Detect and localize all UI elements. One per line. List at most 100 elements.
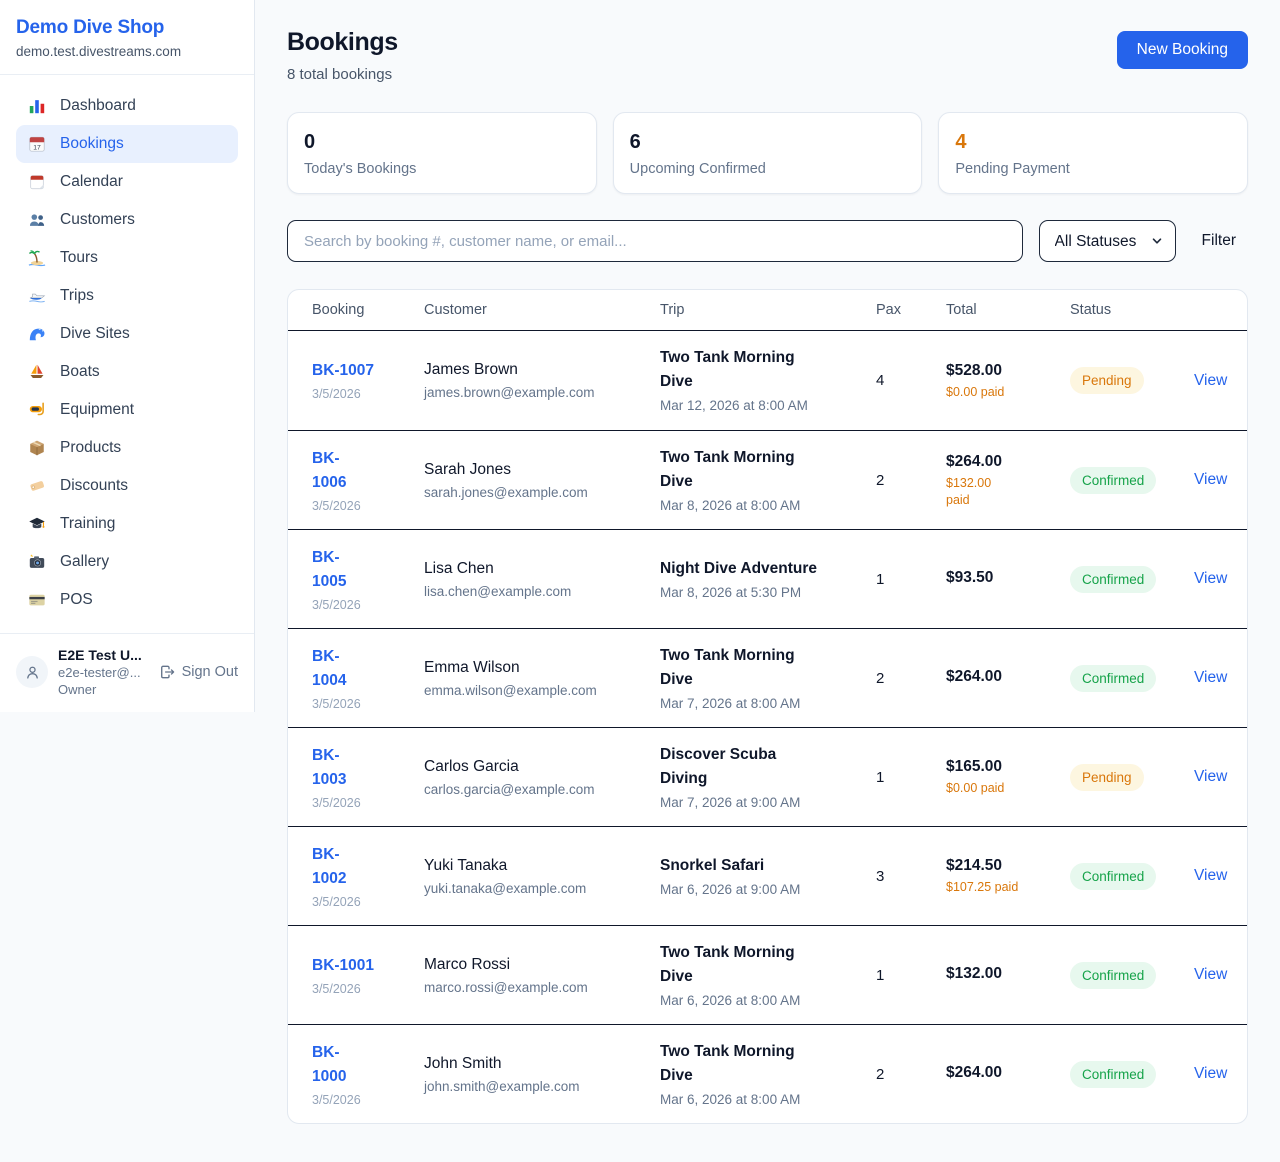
sidebar-footer: E2E Test U... e2e-tester@... Owner Sign …: [0, 633, 254, 712]
new-booking-button[interactable]: New Booking: [1116, 31, 1248, 69]
sign-out-button[interactable]: Sign Out: [159, 664, 238, 680]
paid-amount: $0.00 paid: [946, 781, 1005, 795]
total-cell: $165.00 $0.00 paid: [946, 757, 1070, 797]
booking-id-link[interactable]: BK- 1000: [312, 1043, 347, 1085]
booking-id-link[interactable]: BK- 1003: [312, 746, 347, 788]
booking-cell: BK-1001 3/5/2026: [312, 954, 424, 997]
stat-value: 6: [629, 131, 641, 153]
trip-datetime: Mar 12, 2026 at 8:00 AM: [660, 398, 808, 413]
view-link[interactable]: View: [1194, 1065, 1228, 1082]
trip-datetime: Mar 7, 2026 at 8:00 AM: [660, 695, 801, 711]
booking-id-link[interactable]: BK-1001: [312, 956, 375, 974]
sidebar-item-customers[interactable]: Customers: [16, 201, 238, 239]
brand-title: Demo Dive Shop: [16, 17, 165, 38]
credit-card-icon: [28, 591, 46, 609]
customer-email: sarah.jones@example.com: [424, 484, 588, 500]
status-cell: Confirmed: [1070, 565, 1194, 593]
customer-email: john.smith@example.com: [424, 1078, 580, 1094]
customer-cell: Yuki Tanaka yuki.tanaka@example.com: [424, 855, 660, 898]
booking-date: 3/5/2026: [312, 1092, 361, 1107]
view-link[interactable]: View: [1194, 371, 1228, 389]
view-link[interactable]: View: [1194, 669, 1228, 686]
sidebar-item-calendar[interactable]: Calendar: [16, 163, 238, 201]
sidebar-item-boats[interactable]: Boats: [16, 353, 238, 391]
page-title: Bookings: [287, 28, 398, 56]
status-select[interactable]: All Statuses: [1038, 220, 1176, 262]
sidebar-item-pos[interactable]: POS: [16, 581, 238, 619]
sidebar-item-gallery[interactable]: Gallery: [16, 543, 238, 581]
column-header-customer: Customer: [424, 302, 487, 318]
pax-value: 4: [876, 372, 885, 389]
total-cell: $214.50 $107.25 paid: [946, 856, 1070, 896]
filter-row: All Statuses Filter: [287, 220, 1248, 262]
trip-name: Two Tank Morning Dive: [660, 1042, 795, 1084]
sidebar-item-label: POS: [60, 591, 93, 608]
actions-cell: View: [1194, 570, 1231, 588]
status-badge: Confirmed: [1070, 1060, 1157, 1088]
total-cell: $264.00: [946, 667, 1070, 690]
booking-id-link[interactable]: BK- 1006: [312, 449, 347, 491]
bookings-table: Booking Customer Trip Pax Total Status B…: [287, 289, 1248, 1124]
stat-label: Today's Bookings: [304, 161, 417, 177]
sidebar-item-dashboard[interactable]: Dashboard: [16, 87, 238, 125]
table-row: BK- 1005 3/5/2026 Lisa Chen lisa.chen@ex…: [288, 529, 1247, 628]
stat-label: Upcoming Confirmed: [629, 161, 766, 177]
tag-icon: [28, 477, 46, 495]
sidebar-item-equipment[interactable]: Equipment: [16, 391, 238, 429]
booking-date: 3/5/2026: [312, 597, 361, 612]
booking-cell: BK- 1002 3/5/2026: [312, 843, 424, 910]
search-input[interactable]: [287, 220, 1023, 262]
customer-name: Yuki Tanaka: [424, 856, 508, 874]
booking-cell: BK- 1000 3/5/2026: [312, 1041, 424, 1108]
customer-cell: Sarah Jones sarah.jones@example.com: [424, 459, 660, 502]
pax-value: 3: [876, 867, 885, 885]
actions-cell: View: [1194, 471, 1231, 489]
sidebar-item-discounts[interactable]: Discounts: [16, 467, 238, 505]
filter-button[interactable]: Filter: [1176, 232, 1248, 250]
brand-domain: demo.test.divestreams.com: [16, 44, 182, 59]
sidebar-item-label: Trips: [60, 287, 94, 304]
sidebar-item-training[interactable]: Training: [16, 505, 238, 543]
sidebar-item-products[interactable]: Products: [16, 429, 238, 467]
status-badge: Confirmed: [1070, 565, 1157, 593]
booking-cell: BK- 1004 3/5/2026: [312, 645, 424, 712]
pax-value: 1: [876, 768, 885, 786]
total-amount: $264.00: [946, 667, 1003, 685]
customer-cell: Marco Rossi marco.rossi@example.com: [424, 954, 660, 997]
view-link[interactable]: View: [1194, 867, 1228, 884]
booking-id-link[interactable]: BK- 1004: [312, 647, 347, 689]
trip-name: Discover Scuba Diving: [660, 745, 777, 787]
booking-id-link[interactable]: BK- 1005: [312, 548, 347, 590]
view-link[interactable]: View: [1194, 768, 1228, 785]
trip-cell: Two Tank Morning Dive Mar 6, 2026 at 8:0…: [660, 1040, 876, 1109]
sidebar-item-dive-sites[interactable]: Dive Sites: [16, 315, 238, 353]
sidebar-item-label: Bookings: [60, 135, 124, 152]
booking-id-link[interactable]: BK- 1002: [312, 845, 347, 887]
sidebar-item-bookings[interactable]: 17 Bookings: [16, 125, 238, 163]
booking-date: 3/5/2026: [312, 981, 361, 996]
trip-name: Snorkel Safari: [660, 856, 765, 874]
view-link[interactable]: View: [1194, 966, 1228, 983]
sidebar: Demo Dive Shop demo.test.divestreams.com…: [0, 0, 255, 712]
trip-datetime: Mar 6, 2026 at 9:00 AM: [660, 881, 801, 897]
sidebar-header: Demo Dive Shop demo.test.divestreams.com: [0, 0, 254, 75]
page-header: Bookings 8 total bookings New Booking: [287, 28, 1248, 83]
status-badge: Confirmed: [1070, 961, 1157, 989]
booking-id-link[interactable]: BK-1007: [312, 362, 375, 379]
stat-card-todays-bookings: 0 Today's Bookings: [287, 112, 597, 194]
view-link[interactable]: View: [1194, 471, 1228, 488]
user-email: e2e-tester@...: [58, 665, 141, 680]
wave-icon: [28, 325, 46, 343]
view-link[interactable]: View: [1194, 570, 1228, 587]
sidebar-item-tours[interactable]: Tours: [16, 239, 238, 277]
customer-name: Lisa Chen: [424, 559, 494, 577]
actions-cell: View: [1194, 372, 1231, 390]
customer-name: Emma Wilson: [424, 658, 520, 676]
sidebar-item-trips[interactable]: Trips: [16, 277, 238, 315]
customer-email: james.brown@example.com: [424, 385, 595, 400]
dive-mask-icon: [28, 401, 46, 419]
status-cell: Confirmed: [1070, 961, 1194, 989]
column-header-pax: Pax: [876, 302, 901, 318]
page-subtitle: 8 total bookings: [287, 66, 393, 83]
